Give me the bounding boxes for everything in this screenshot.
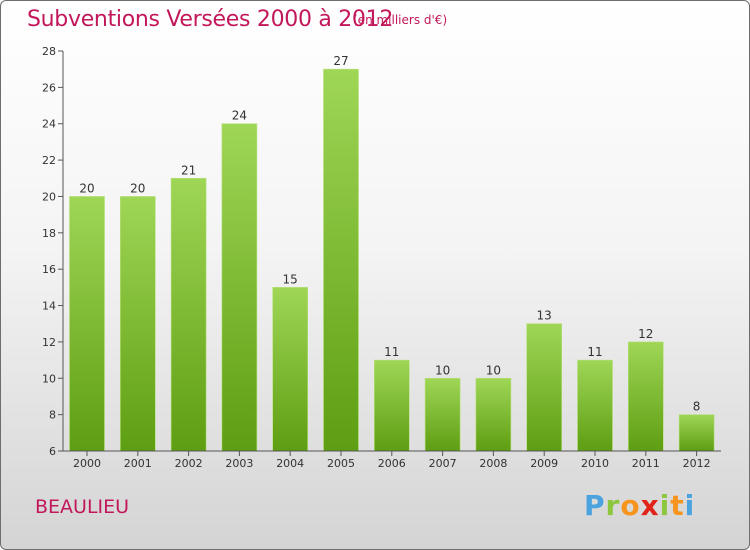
axes-group: 2000 2001 2002 2003 2004 2005 2006 2007 2008 2009… <box>42 45 721 470</box>
logo-letter: i <box>659 489 671 522</box>
x-tick-label: 2002 <box>175 457 203 470</box>
bar-value-label: 21 <box>181 163 196 177</box>
x-tick-label: 2010 <box>581 457 609 470</box>
chart-unit-label: (en milliers d'€) <box>353 13 448 27</box>
y-tick-label: 24 <box>42 118 56 131</box>
y-tick-label: 18 <box>42 227 56 240</box>
bar-2007 <box>424 377 461 452</box>
bar-2001 <box>120 196 156 452</box>
logo-letter: x <box>640 489 660 522</box>
commune-name: BEAULIEU <box>35 496 130 518</box>
x-tick-label: 2011 <box>632 457 660 470</box>
bar-value-label: 15 <box>283 272 298 286</box>
bar-2004 <box>272 287 309 452</box>
bar-value-label: 20 <box>79 181 94 195</box>
logo-letter: r <box>605 489 621 522</box>
y-tick-label: 22 <box>42 154 56 167</box>
x-tick-label: 2004 <box>276 457 304 470</box>
bar-2003 <box>221 123 258 452</box>
x-tick-label: 2012 <box>683 457 711 470</box>
x-tick-label: 2009 <box>530 457 558 470</box>
bar-2008 <box>475 377 512 452</box>
bar-2012 <box>678 414 715 452</box>
bar-2009 <box>526 323 563 452</box>
chart-title: Subventions Versées 2000 à 2012 <box>27 7 394 32</box>
bar-value-label: 27 <box>333 54 348 68</box>
y-tick-label: 16 <box>42 263 56 276</box>
y-tick-label: 14 <box>42 300 56 313</box>
x-tick-label: 2003 <box>225 457 253 470</box>
y-tick-label: 26 <box>42 81 56 94</box>
logo-letter: o <box>620 489 641 522</box>
x-tick-label: 2001 <box>124 457 152 470</box>
y-tick-label: 12 <box>42 336 56 349</box>
y-tick-label: 28 <box>42 45 56 58</box>
bar-value-label: 11 <box>587 345 602 359</box>
x-tick-label: 2008 <box>479 457 507 470</box>
bar-2002 <box>170 177 207 452</box>
x-tick-label: 2007 <box>429 457 457 470</box>
logo-letter: i <box>684 489 696 522</box>
bar-2005 <box>323 68 359 452</box>
bar-value-label: 10 <box>435 363 450 377</box>
bar-value-label: 8 <box>693 400 701 414</box>
y-tick-label: 10 <box>42 372 56 385</box>
bar-2010 <box>577 359 613 452</box>
bar-2011 <box>627 341 664 452</box>
x-tick-label: 2006 <box>378 457 406 470</box>
proxiti-logo: Proxiti <box>584 489 695 522</box>
bar-value-label: 11 <box>384 345 399 359</box>
y-tick-label: 8 <box>49 409 56 422</box>
bar-2006 <box>373 359 410 452</box>
bar-value-label: 12 <box>638 327 653 341</box>
y-tick-label: 20 <box>42 190 56 203</box>
bar-2000 <box>69 196 105 452</box>
bar-value-label: 20 <box>130 181 145 195</box>
y-tick-label: 6 <box>49 445 56 458</box>
bar-value-label: 13 <box>537 309 552 323</box>
bar-value-label: 24 <box>232 109 247 123</box>
logo-letter: t <box>670 489 685 522</box>
x-tick-label: 2005 <box>327 457 355 470</box>
bars-group: 20 20 21 24 15 27 11 10 10 13 11 12 8 <box>69 54 715 452</box>
bar-value-label: 10 <box>486 363 501 377</box>
logo-letter: P <box>584 489 606 522</box>
x-tick-label: 2000 <box>73 457 101 470</box>
